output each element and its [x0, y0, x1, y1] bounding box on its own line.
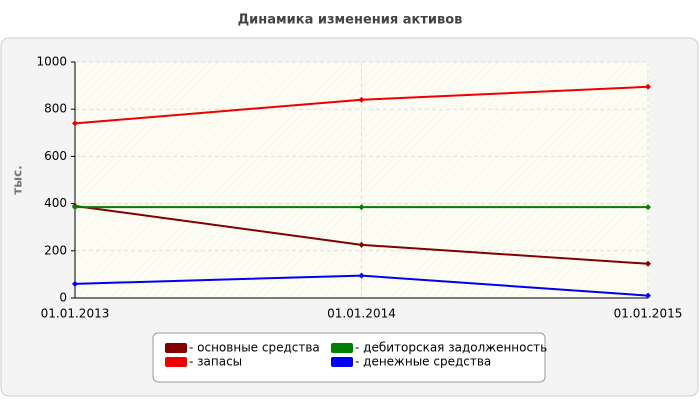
chart-title: Динамика изменения активов — [238, 13, 463, 28]
point-marker — [358, 272, 365, 279]
legend-label: - денежные средства — [355, 355, 491, 369]
y-tick-label: 200 — [44, 243, 67, 257]
y-tick-label: 1000 — [36, 55, 67, 69]
x-tick-label: 01.01.2013 — [41, 307, 110, 321]
x-tick-label: 01.01.2015 — [614, 307, 683, 321]
point-marker — [72, 204, 78, 211]
point-marker — [645, 260, 651, 267]
point-marker — [645, 83, 651, 90]
y-tick-label: 0 — [59, 291, 67, 305]
point-marker — [358, 96, 365, 103]
legend-label: - запасы — [189, 355, 242, 369]
legend-swatch — [165, 357, 187, 367]
y-tick-label: 600 — [44, 149, 67, 163]
legend-label: - основные средства — [189, 341, 320, 355]
point-marker — [358, 241, 365, 248]
legend-swatch — [331, 343, 353, 353]
y-tick-label: 800 — [44, 102, 67, 116]
point-marker — [72, 120, 78, 127]
point-marker — [645, 292, 651, 299]
legend-label: - дебиторская задолженность — [355, 341, 547, 355]
point-marker — [358, 204, 365, 211]
legend-swatch — [331, 357, 353, 367]
legend-swatch — [165, 343, 187, 353]
y-axis-label: тыс. — [11, 165, 25, 194]
y-tick-label: 400 — [44, 196, 67, 210]
point-marker — [72, 280, 78, 287]
point-marker — [645, 204, 651, 211]
x-tick-label: 01.01.2014 — [327, 307, 396, 321]
